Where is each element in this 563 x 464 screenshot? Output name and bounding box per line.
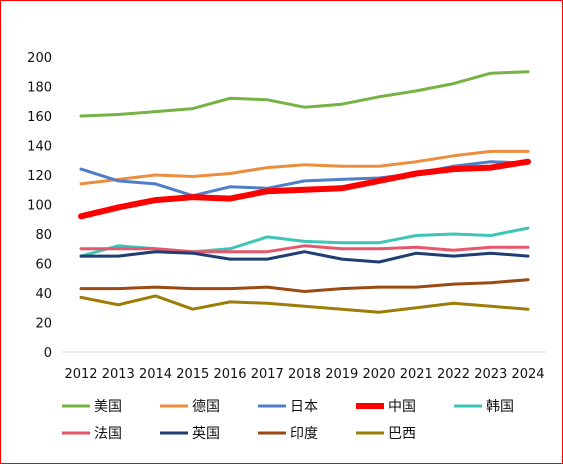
x-tick-label: 2015 xyxy=(176,367,209,382)
legend-label: 日本 xyxy=(290,399,318,415)
legend-label: 德国 xyxy=(192,399,220,415)
y-tick-label: 160 xyxy=(27,110,52,125)
y-tick-labels: 0 20 40 60 80 100 120 140 160 180 200 xyxy=(27,51,52,361)
x-tick-label: 2023 xyxy=(474,367,507,382)
legend-item: 美国 xyxy=(62,399,122,415)
series-line-德国 xyxy=(79,149,530,186)
x-tick-label: 2012 xyxy=(64,367,97,382)
series-line-中国 xyxy=(78,158,531,220)
y-tick-label: 200 xyxy=(27,51,52,66)
series-line-法国 xyxy=(79,244,530,254)
legend-item: 印度 xyxy=(258,426,318,442)
legend-item: 中国 xyxy=(356,399,416,415)
series-line-英国 xyxy=(79,250,530,264)
legend-item: 法国 xyxy=(62,426,122,442)
legend-label: 英国 xyxy=(192,425,220,442)
legend-label: 印度 xyxy=(290,426,318,442)
x-tick-label: 2017 xyxy=(251,367,284,382)
legend-label: 韩国 xyxy=(486,399,514,415)
legend-label: 美国 xyxy=(94,399,122,415)
x-tick-labels: 2012 2013 2014 2015 2016 2017 2018 2019 2020 2021… xyxy=(64,367,544,382)
x-tick-label: 2016 xyxy=(213,367,246,382)
legend-item: 日本 xyxy=(258,399,318,415)
x-tick-label: 2013 xyxy=(102,367,135,382)
legend-label: 法国 xyxy=(94,426,122,442)
x-tick-label: 2014 xyxy=(139,367,172,382)
y-tick-label: 20 xyxy=(35,317,52,332)
x-tick-label: 2022 xyxy=(437,367,470,382)
legend-item: 英国 xyxy=(160,425,220,442)
x-tick-label: 2018 xyxy=(288,367,321,382)
legend-label: 中国 xyxy=(388,399,416,415)
y-tick-label: 140 xyxy=(27,140,52,155)
x-tick-label: 2020 xyxy=(362,367,395,382)
legend-item: 德国 xyxy=(160,399,220,415)
x-tick-label: 2024 xyxy=(511,367,544,382)
legend-item: 韩国 xyxy=(454,399,514,415)
series-line-美国 xyxy=(79,70,530,118)
x-tick-label: 2019 xyxy=(325,367,358,382)
y-tick-label: 60 xyxy=(35,258,52,273)
legend-label: 巴西 xyxy=(388,426,416,442)
x-tick-label: 2021 xyxy=(400,367,433,382)
y-tick-label: 0 xyxy=(44,346,52,361)
y-tick-label: 80 xyxy=(35,228,52,243)
series-line-巴西 xyxy=(79,294,530,314)
y-tick-label: 120 xyxy=(27,169,52,184)
series-layer xyxy=(78,70,531,314)
legend-item: 巴西 xyxy=(356,426,416,442)
series-line-印度 xyxy=(79,278,530,293)
y-tick-label: 180 xyxy=(27,81,52,96)
y-tick-label: 40 xyxy=(35,287,52,302)
y-tick-label: 100 xyxy=(27,199,52,214)
